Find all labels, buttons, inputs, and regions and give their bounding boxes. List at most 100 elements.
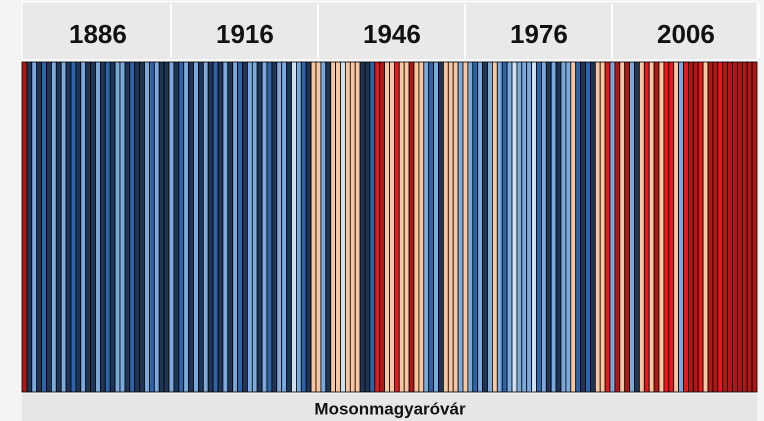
stripe (335, 61, 341, 393)
stripe (541, 61, 547, 393)
stripe (555, 61, 562, 393)
stripe (80, 61, 87, 393)
stripe (722, 61, 729, 393)
stripe (624, 61, 631, 393)
stripe (487, 61, 493, 393)
stripe (359, 61, 366, 393)
stripe (580, 61, 586, 393)
stripe (393, 61, 400, 393)
stripe (403, 61, 410, 393)
stripe (629, 61, 635, 393)
stripe (237, 61, 243, 393)
stripe (751, 61, 758, 393)
stripe (90, 61, 96, 393)
stripe (227, 61, 234, 393)
stripe (707, 61, 714, 393)
stripe (305, 61, 312, 393)
stripe (330, 61, 337, 393)
stripe (447, 61, 454, 393)
x-tick-label: 1916 (216, 19, 274, 49)
stripe (349, 61, 356, 393)
header-band (21, 1, 758, 61)
stripe (477, 61, 484, 393)
stripe (590, 61, 596, 393)
stripe (168, 61, 175, 393)
stripe (575, 61, 582, 393)
stripe (531, 61, 537, 393)
x-tick-label: 1976 (510, 19, 568, 49)
stripe (153, 61, 160, 393)
stripe (85, 61, 91, 393)
stripe (325, 61, 332, 393)
stripe (609, 61, 616, 393)
stripe (737, 61, 743, 393)
stripe (423, 61, 430, 393)
stripe (585, 61, 591, 393)
stripe (55, 61, 62, 393)
stripe (457, 61, 464, 393)
stripe (266, 61, 273, 393)
stripe (139, 61, 145, 393)
stripe (320, 61, 327, 393)
x-tick-label: 1886 (69, 19, 127, 49)
stripe (741, 61, 748, 393)
stripe (134, 61, 140, 393)
stripe (31, 61, 38, 393)
stripe (442, 61, 449, 393)
stripe (472, 61, 479, 393)
stripe (119, 61, 126, 393)
stripe (70, 61, 77, 393)
stripe (300, 61, 307, 393)
stripe (536, 61, 542, 393)
stripe (65, 61, 72, 393)
stripe (408, 61, 415, 393)
stripe (354, 61, 361, 393)
stripe (727, 61, 733, 393)
x-tick-label: 2006 (657, 19, 715, 49)
stripe (212, 61, 219, 393)
stripe (639, 61, 645, 393)
stripe (462, 61, 469, 393)
stripe (148, 61, 155, 393)
stripe (104, 61, 111, 393)
stripe (188, 61, 194, 393)
stripe (295, 61, 302, 393)
stripe (41, 61, 47, 393)
stripe (614, 61, 621, 393)
stripe (246, 61, 253, 393)
stripe (570, 61, 577, 393)
stripe (678, 61, 684, 393)
stripe (663, 61, 670, 393)
stripe (496, 61, 503, 393)
stripe (746, 61, 753, 393)
stripe (697, 61, 704, 393)
stripe (668, 61, 675, 393)
stripe (183, 61, 189, 393)
stripe (197, 61, 204, 393)
stripe (26, 61, 33, 393)
stripe (599, 61, 606, 393)
stripe (521, 61, 528, 393)
stripe (95, 61, 101, 393)
stripe (688, 61, 694, 393)
stripe (100, 61, 106, 393)
stripe (648, 61, 655, 393)
stripe (438, 61, 444, 393)
stripe (398, 61, 405, 393)
stripe (286, 61, 292, 393)
stripe (428, 61, 435, 393)
stripe (232, 61, 238, 393)
stripe (418, 61, 425, 393)
stripe (683, 61, 689, 393)
stripe (653, 61, 660, 393)
stripe (315, 61, 322, 393)
stripe (634, 61, 640, 393)
stripe (310, 61, 317, 393)
stripe (673, 61, 680, 393)
stripe (222, 61, 229, 393)
stripe (717, 61, 724, 393)
stripe (501, 61, 508, 393)
stripe (207, 61, 214, 393)
stripe (491, 61, 498, 393)
title-band (22, 394, 757, 421)
